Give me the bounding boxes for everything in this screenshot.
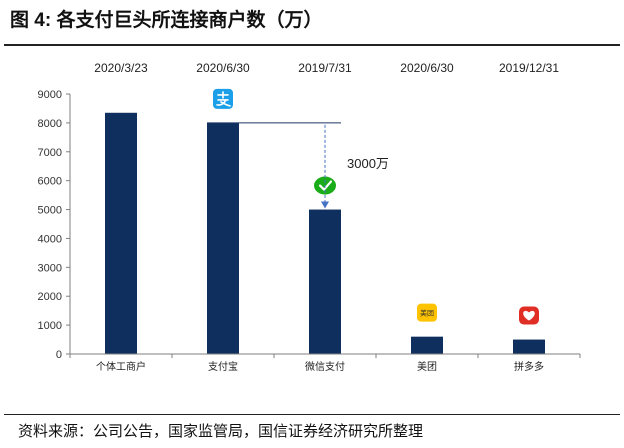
- y-tick-label: 4000: [38, 233, 62, 245]
- x-tick-label: 个体工商户: [96, 360, 146, 373]
- x-axis: 个体工商户 支付宝 微信支付 美团 拼多多: [69, 353, 581, 373]
- wechat-pay-logo-check: [318, 180, 333, 191]
- bars: [105, 112, 545, 355]
- bar: [309, 209, 341, 354]
- meituan-logo-icon: 美团: [417, 303, 437, 322]
- annotation-arrow-head: [321, 201, 329, 209]
- logos: 美团: [213, 88, 539, 325]
- pinduoduo-logo-icon: [519, 306, 539, 325]
- x-tick-label: 拼多多: [514, 360, 544, 373]
- x-tick-label: 美团: [417, 360, 437, 373]
- y-tick-label: 0: [56, 349, 62, 361]
- date-label: 2020/6/30: [196, 61, 250, 75]
- y-tick-label: 8000: [38, 118, 62, 130]
- y-tick-label: 6000: [38, 176, 62, 188]
- annotation-label: 3000万: [347, 156, 389, 171]
- merchant-count-bar-chart: 2020/3/23 2020/6/30 2019/7/31 2020/6/30 2019…: [38, 61, 581, 373]
- bar: [411, 336, 443, 354]
- bar: [207, 122, 239, 354]
- figure-title: 图 4: 各支付巨头所连接商户数（万）: [10, 10, 323, 31]
- meituan-logo-text: 美团: [420, 309, 434, 318]
- bar: [105, 112, 137, 355]
- y-tick-label: 1000: [38, 320, 62, 332]
- meituan-logo-bg: [417, 303, 437, 322]
- title-divider: [4, 44, 620, 46]
- y-axis: 0 1000 2000 3000 4000 5000 6000 7000 8000 9000: [38, 89, 71, 361]
- date-label: 2019/12/31: [499, 61, 559, 75]
- y-tick-label: 7000: [38, 147, 62, 159]
- y-tick-label: 3000: [38, 262, 62, 274]
- alipay-logo-mark: [216, 91, 231, 107]
- pinduoduo-logo-heart: [523, 310, 535, 321]
- source-note: 资料来源：公司公告，国家监管局，国信证券经济研究所整理: [18, 422, 424, 440]
- y-tick-label: 5000: [38, 205, 62, 217]
- annotation: 3000万: [207, 122, 389, 209]
- alipay-logo-icon: [213, 88, 233, 109]
- alipay-logo-bg: [213, 88, 233, 109]
- date-label: 2020/3/23: [94, 61, 148, 75]
- x-tick-label: 微信支付: [305, 360, 345, 373]
- date-labels: 2020/3/23 2020/6/30 2019/7/31 2020/6/30 2019…: [94, 61, 559, 75]
- y-tick-label: 9000: [38, 89, 62, 101]
- y-tick-label: 2000: [38, 291, 62, 303]
- date-label: 2019/7/31: [298, 61, 352, 75]
- x-tick-label: 支付宝: [208, 360, 238, 373]
- bar: [513, 339, 545, 354]
- source-divider: [4, 414, 620, 415]
- date-label: 2020/6/30: [400, 61, 454, 75]
